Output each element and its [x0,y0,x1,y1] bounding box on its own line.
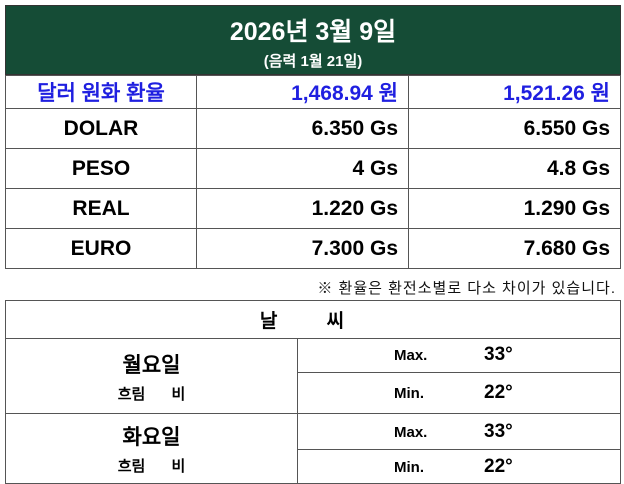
rate-buy: 7.300 Gs [196,228,409,269]
weather-condition: 흐림 비 [117,458,186,475]
currency-label: REAL [5,188,197,229]
max-label: Max. [394,347,428,365]
table-row: 달러 원화 환율 1,468.94 원 1,521.26 원 [5,75,621,109]
rate-sell: 6.550 Gs [408,108,621,149]
currency-label: PESO [5,148,197,189]
table-row: DOLAR 6.350 Gs 6.550 Gs [5,108,621,149]
rate-buy: 1.220 Gs [196,188,409,229]
currency-label: EURO [5,228,197,269]
min-temp: 22° [484,381,513,403]
rate-buy: 4 Gs [196,148,409,189]
weather-condition: 흐림 비 [117,385,186,403]
rate-buy: 6.350 Gs [196,108,409,149]
rate-label: 달러 원화 환율 [5,75,197,109]
min-temp-cell: Min. 22° [297,449,621,484]
day-cell: 월요일 흐림 비 [5,338,298,414]
min-label: Min. [394,458,424,476]
date-title: 2026년 3월 9일 [229,18,397,46]
day-name: 월요일 [122,353,181,377]
lunar-date: (음력 1월 21일) [263,53,363,70]
day-name: 화요일 [122,426,181,449]
date-header: 2026년 3월 9일 (음력 1월 21일) [5,5,621,75]
max-temp: 33° [484,420,513,442]
table-row: EURO 7.300 Gs 7.680 Gs [5,228,621,269]
currency-label: DOLAR [5,108,197,149]
max-label: Max. [394,423,428,441]
max-temp: 33° [484,344,513,366]
rate-sell: 1.290 Gs [408,188,621,229]
day-cell: 화요일 흐림 비 [5,413,298,484]
table-row: PESO 4 Gs 4.8 Gs [5,148,621,189]
table-row: REAL 1.220 Gs 1.290 Gs [5,188,621,229]
rate-sell: 7.680 Gs [408,228,621,269]
rate-note: ※ 환율은 환전소별로 다소 차이가 있습니다. [317,280,616,297]
rate-buy: 1,468.94 원 [196,75,409,109]
weather-table: 날 씨 월요일 흐림 비 Max. 33° Min. 22° 화요일 흐림 비 Ma… [5,300,621,484]
rate-sell: 4.8 Gs [408,148,621,189]
max-temp-cell: Max. 33° [297,413,621,450]
min-temp-cell: Min. 22° [297,371,621,415]
min-temp: 22° [484,455,513,477]
rate-sell: 1,521.26 원 [408,75,621,109]
weather-title: 날 씨 [5,300,621,339]
max-temp-cell: Max. 33° [297,338,621,373]
min-label: Min. [394,384,424,402]
exchange-rate-table: 달러 원화 환율 1,468.94 원 1,521.26 원 DOLAR 6.35… [5,75,621,269]
